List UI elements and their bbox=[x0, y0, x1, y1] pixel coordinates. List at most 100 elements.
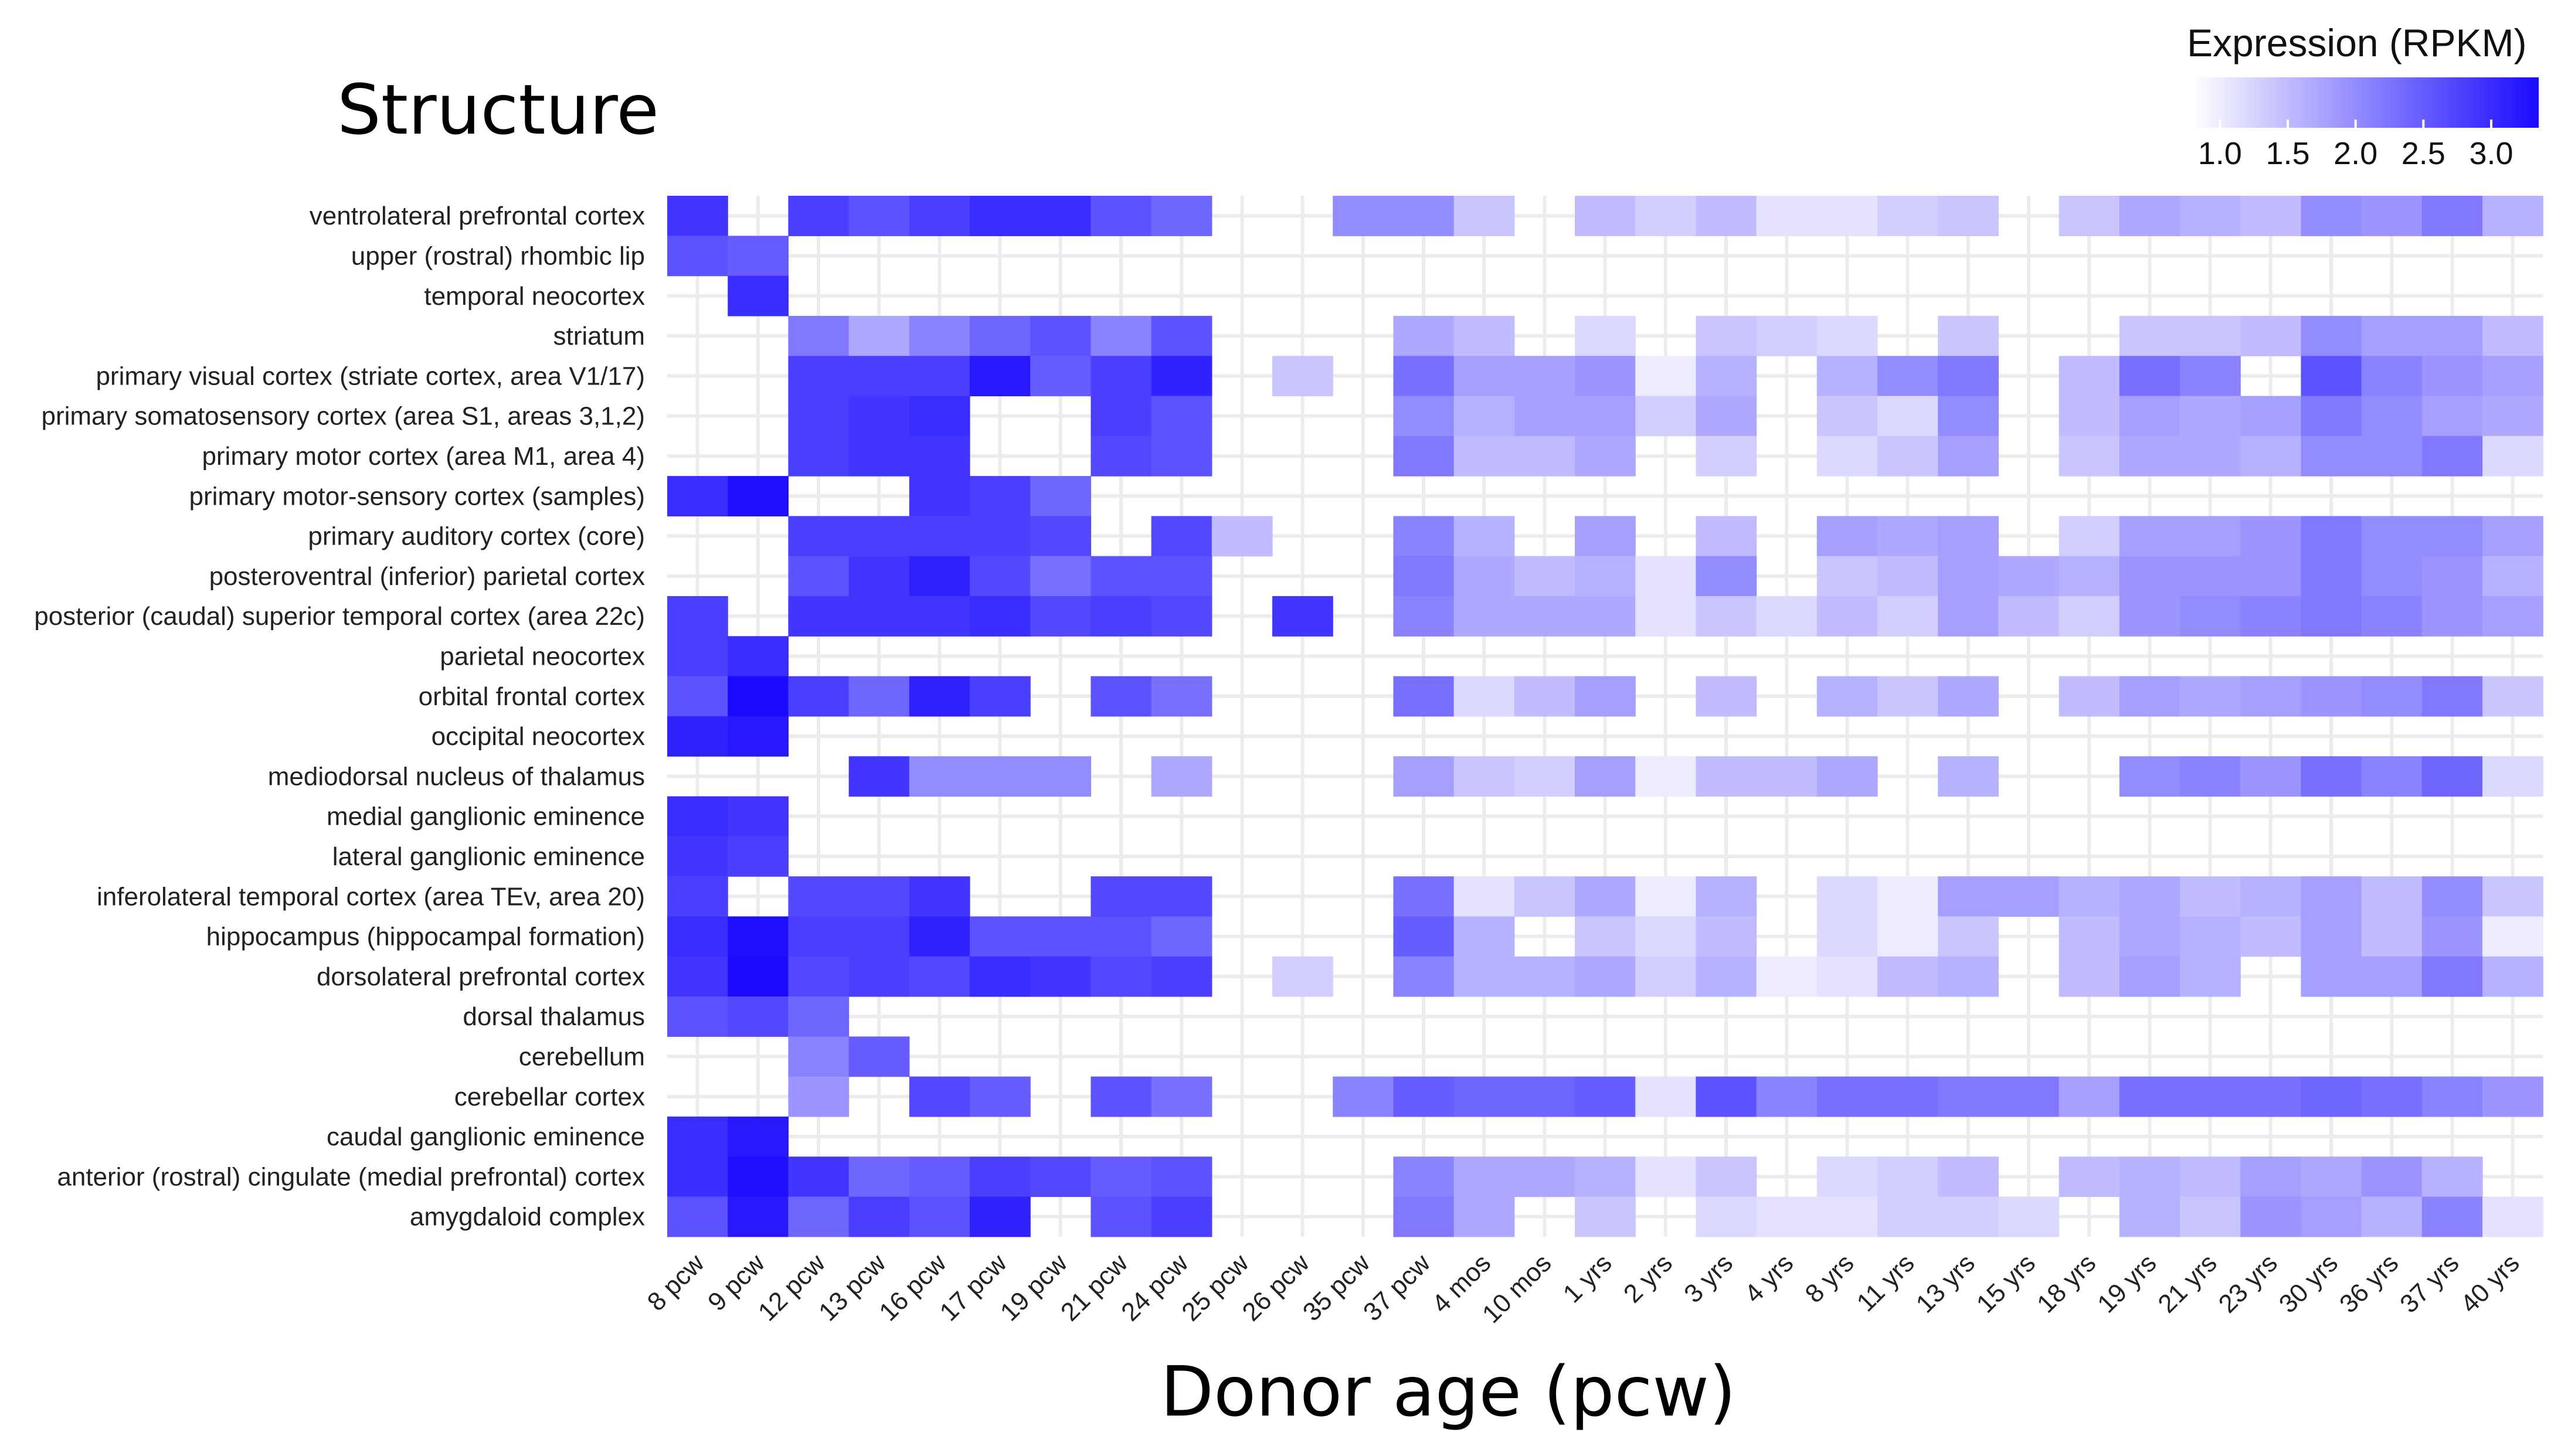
heatmap-cell bbox=[1938, 1156, 1999, 1198]
heatmap-cell bbox=[2482, 556, 2543, 597]
heatmap-cell bbox=[1393, 876, 1455, 917]
legend-tick-label: 2.5 bbox=[2402, 136, 2445, 171]
heatmap-cell bbox=[1453, 436, 1515, 477]
heatmap-cell bbox=[788, 516, 850, 557]
heatmap-cell bbox=[1816, 556, 1878, 597]
x-tick-label: 8 yrs bbox=[1799, 1249, 1859, 1308]
heatmap-cell bbox=[1696, 1196, 1757, 1237]
heatmap-cell bbox=[2301, 876, 2362, 917]
heatmap-cell bbox=[1816, 1196, 1878, 1237]
heatmap-cell bbox=[848, 676, 910, 717]
heatmap-cell bbox=[2059, 396, 2120, 437]
heatmap-cell bbox=[1938, 596, 1999, 637]
heatmap-cell bbox=[970, 1196, 1031, 1237]
heatmap-cell bbox=[2240, 1076, 2301, 1117]
heatmap-cell bbox=[1635, 756, 1696, 797]
heatmap-cell bbox=[1514, 396, 1575, 437]
heatmap-cell bbox=[1453, 1156, 1515, 1198]
heatmap-cell bbox=[2421, 516, 2483, 557]
heatmap-cell bbox=[667, 796, 728, 837]
heatmap-cell bbox=[2240, 315, 2301, 356]
heatmap-cell bbox=[2119, 956, 2180, 997]
heatmap-cell bbox=[1575, 556, 1636, 597]
heatmap-cell bbox=[909, 1196, 970, 1237]
x-tick-label: 13 pcw bbox=[813, 1249, 891, 1326]
heatmap-cell bbox=[1393, 956, 1455, 997]
heatmap-cell bbox=[1756, 1196, 1818, 1237]
heatmap-cell bbox=[1030, 916, 1091, 957]
heatmap-cell bbox=[970, 196, 1031, 236]
heatmap-cell bbox=[1453, 516, 1515, 557]
heatmap-cell bbox=[2240, 756, 2301, 797]
heatmap-cell bbox=[1938, 315, 1999, 356]
heatmap-cell bbox=[970, 1156, 1031, 1198]
heatmap-cell bbox=[667, 876, 728, 917]
heatmap-cell bbox=[2482, 396, 2543, 437]
heatmap-cell bbox=[788, 556, 850, 597]
heatmap-cell bbox=[1635, 396, 1696, 437]
heatmap-cell bbox=[1877, 196, 1938, 236]
heatmap-cell bbox=[2180, 1196, 2241, 1237]
heatmap-cell bbox=[728, 836, 789, 877]
heatmap-cell bbox=[2301, 596, 2362, 637]
heatmap-cell bbox=[2059, 956, 2120, 997]
heatmap-cell bbox=[1938, 876, 1999, 917]
heatmap-cell bbox=[1877, 1196, 1938, 1237]
x-tick-label: 40 yrs bbox=[2455, 1249, 2525, 1318]
heatmap-cell bbox=[2119, 556, 2180, 597]
heatmap-cell bbox=[1635, 196, 1696, 236]
heatmap-cell bbox=[1575, 676, 1636, 717]
heatmap-cell bbox=[2361, 956, 2423, 997]
heatmap-cell bbox=[2421, 1156, 2483, 1198]
color-legend: 1.0 1.5 2.0 2.5 3.0 bbox=[2193, 77, 2539, 171]
legend-tick-label: 2.0 bbox=[2334, 136, 2377, 171]
heatmap-cell bbox=[728, 1196, 789, 1237]
heatmap-cell bbox=[1635, 596, 1696, 637]
heatmap-cell bbox=[1091, 436, 1152, 477]
heatmap-cell bbox=[1453, 356, 1515, 397]
heatmap-cell bbox=[788, 596, 850, 637]
heatmap-cell bbox=[788, 196, 850, 236]
heatmap-cell bbox=[1091, 1196, 1152, 1237]
legend-title: Expression (RPKM) bbox=[2187, 21, 2526, 64]
heatmap-cell bbox=[1453, 315, 1515, 356]
heatmap-cell bbox=[1877, 916, 1938, 957]
heatmap-cell bbox=[2361, 1156, 2423, 1198]
heatmap-cell bbox=[728, 996, 789, 1037]
heatmap-cell bbox=[2421, 196, 2483, 236]
heatmap-cell bbox=[848, 1196, 910, 1237]
heatmap-cell bbox=[2421, 676, 2483, 717]
heatmap-cell bbox=[2361, 1196, 2423, 1237]
heatmap-cell bbox=[2059, 356, 2120, 397]
heatmap-cell bbox=[1091, 956, 1152, 997]
heatmap-cell bbox=[2361, 676, 2423, 717]
y-tick-labels: ventrolateral prefrontal cortex upper (ro… bbox=[34, 202, 645, 1232]
heatmap-cell bbox=[1453, 916, 1515, 957]
heatmap-cell bbox=[2301, 756, 2362, 797]
heatmap-cell bbox=[2240, 556, 2301, 597]
heatmap-cell bbox=[788, 1076, 850, 1117]
chart-title: Structure bbox=[337, 69, 659, 150]
heatmap-cell bbox=[2240, 916, 2301, 957]
heatmap-cell bbox=[909, 596, 970, 637]
heatmap-cell bbox=[2301, 956, 2362, 997]
heatmap-cell bbox=[728, 716, 789, 757]
heatmap-cell bbox=[1635, 556, 1696, 597]
heatmap-cell bbox=[788, 956, 850, 997]
heatmap-cell bbox=[1030, 476, 1091, 516]
y-tick-label: primary motor-sensory cortex (samples) bbox=[189, 482, 646, 511]
heatmap-cell bbox=[2421, 436, 2483, 477]
heatmap-cell bbox=[1756, 196, 1818, 236]
heatmap-cell bbox=[2361, 436, 2423, 477]
heatmap-cell bbox=[2119, 676, 2180, 717]
heatmap-cell bbox=[788, 876, 850, 917]
heatmap-cell bbox=[2059, 876, 2120, 917]
heatmap-cell bbox=[2482, 1076, 2543, 1117]
heatmap-cell bbox=[667, 236, 728, 277]
x-tick-label: 16 pcw bbox=[874, 1249, 952, 1326]
heatmap-cell bbox=[788, 676, 850, 717]
heatmap-cell bbox=[2240, 196, 2301, 236]
heatmap-cell bbox=[1816, 1156, 1878, 1198]
heatmap-cell bbox=[970, 315, 1031, 356]
